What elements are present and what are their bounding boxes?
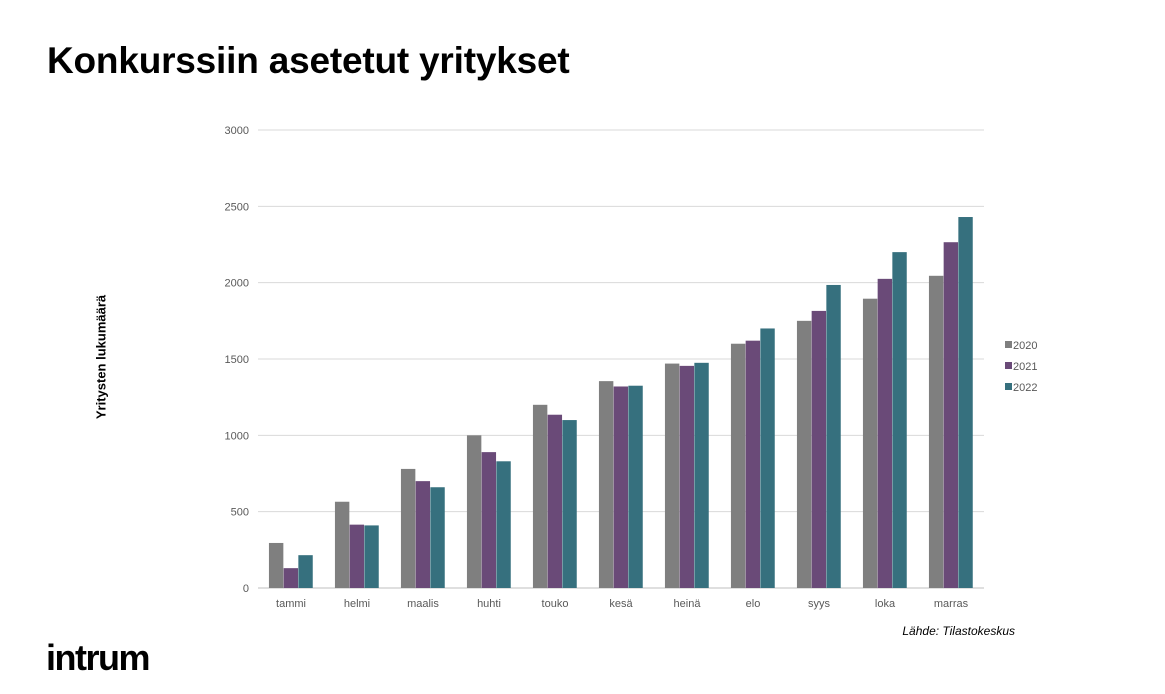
bar <box>745 340 761 588</box>
bar <box>532 404 548 588</box>
bar <box>466 435 482 588</box>
legend-swatch <box>1005 341 1012 348</box>
y-tick-label: 2500 <box>225 201 249 213</box>
bar <box>547 414 563 588</box>
x-tick-label: touko <box>542 598 569 610</box>
y-tick-label: 3000 <box>225 125 249 137</box>
bar <box>730 343 746 588</box>
x-tick-label: syys <box>808 598 831 610</box>
bar <box>928 275 944 588</box>
intrum-logo: intrum <box>46 637 151 678</box>
bar <box>796 320 812 588</box>
legend-swatch <box>1005 383 1012 390</box>
source-note: Lähde: Tilastokeskus <box>902 624 1015 638</box>
bar <box>694 362 709 588</box>
bar <box>283 568 299 588</box>
bar <box>400 468 416 588</box>
bar <box>877 278 893 588</box>
y-tick-label: 1500 <box>225 354 249 366</box>
bar <box>598 381 614 588</box>
bar <box>811 310 827 588</box>
page-title: Konkurssiin asetetut yritykset <box>47 40 570 81</box>
bar <box>496 461 511 588</box>
y-tick-label: 0 <box>243 583 249 595</box>
x-tick-label: tammi <box>276 598 306 610</box>
legend-swatch <box>1005 362 1012 369</box>
bar <box>415 481 431 588</box>
x-tick-label: loka <box>875 598 896 610</box>
x-tick-label: helmi <box>344 598 370 610</box>
bar <box>892 252 907 588</box>
bar <box>430 487 445 588</box>
x-tick-label: elo <box>746 598 761 610</box>
bar <box>664 363 680 588</box>
bar <box>613 386 629 588</box>
bar <box>628 385 643 588</box>
bar <box>268 542 284 588</box>
bar <box>679 365 695 588</box>
y-tick-label: 2000 <box>225 278 249 290</box>
bar <box>481 452 497 588</box>
legend-label: 2020 <box>1013 340 1037 352</box>
y-tick-label: 1000 <box>225 430 249 442</box>
legend-label: 2021 <box>1013 361 1037 373</box>
bar <box>943 242 959 588</box>
bar <box>364 525 379 588</box>
bar <box>958 217 973 588</box>
bar <box>334 501 350 588</box>
legend-label: 2022 <box>1013 382 1037 394</box>
bar <box>760 328 775 588</box>
x-tick-label: maalis <box>407 598 439 610</box>
bar <box>826 284 841 588</box>
bar <box>298 555 313 588</box>
x-tick-label: marras <box>934 598 969 610</box>
bar <box>862 298 878 588</box>
x-tick-label: kesä <box>609 598 633 610</box>
y-tick-label: 500 <box>231 507 249 519</box>
x-tick-label: heinä <box>674 598 702 610</box>
bar <box>562 420 577 588</box>
x-tick-label: huhti <box>477 598 501 610</box>
bar <box>349 524 365 588</box>
